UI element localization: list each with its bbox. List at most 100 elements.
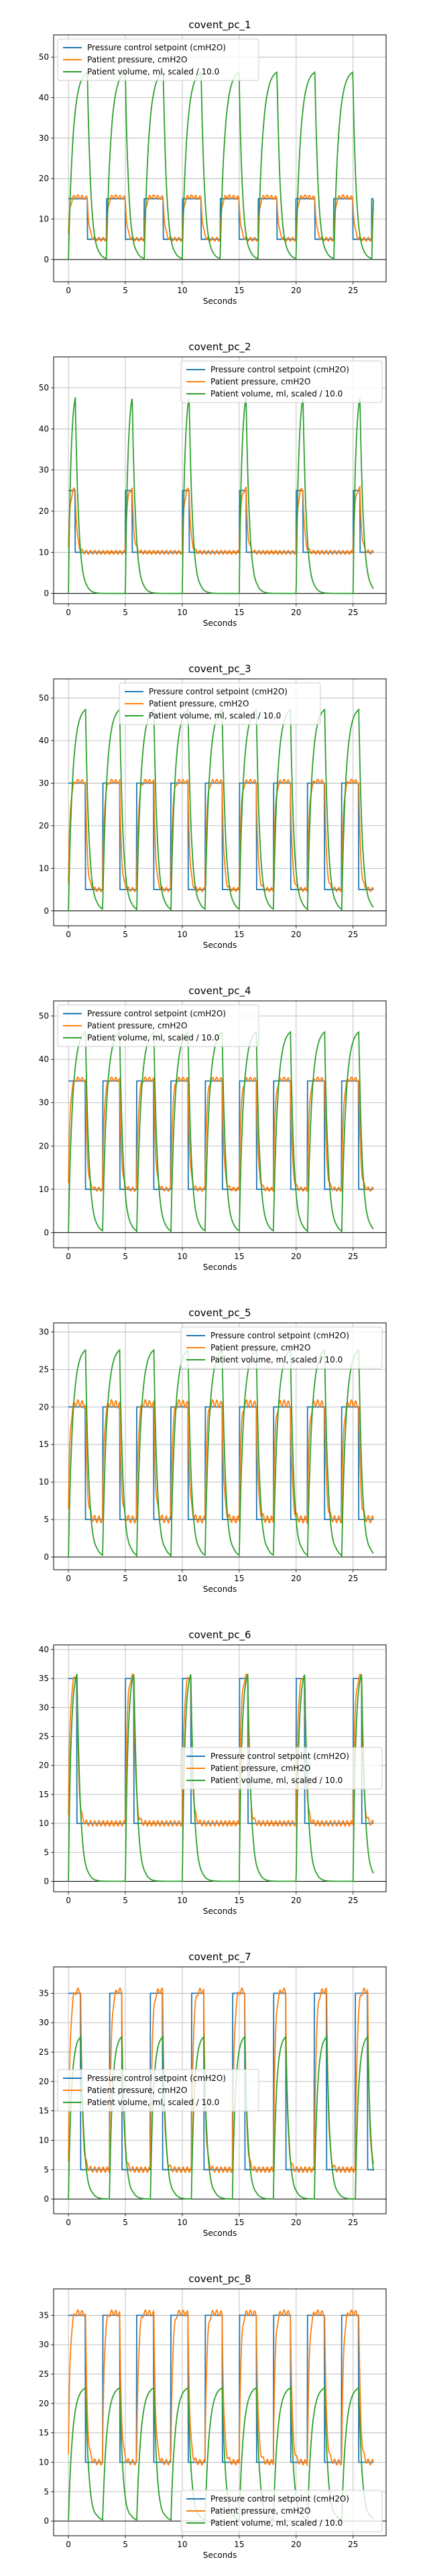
chart-panel: covent_pc_6 0 5 10 15 20 25 30 35 40 0 5 10 15 20 25 Sec… (39, 1629, 387, 1916)
legend-entry: Patient pressure, cmH2O (87, 1021, 187, 1030)
x-tick-label: 10 (177, 1574, 187, 1583)
x-tick-label: 0 (66, 930, 71, 939)
y-tick-label: 40 (39, 736, 49, 745)
legend: Pressure control setpoint (cmH2O) Patient… (180, 2489, 383, 2532)
plot-frame (53, 34, 387, 282)
x-tick-label: 20 (291, 1252, 301, 1261)
chart-title: covent_pc_2 (188, 341, 251, 354)
y-tick-label: 0 (44, 1552, 49, 1562)
x-axis-label: Seconds (203, 1263, 237, 1272)
y-tick-label: 30 (39, 1098, 49, 1108)
x-tick-label: 10 (177, 2540, 187, 2549)
y-tick-label: 35 (39, 1674, 49, 1683)
legend-entry: Patient pressure, cmH2O (210, 1764, 310, 1773)
x-axis-label: Seconds (203, 2229, 237, 2238)
legend: Pressure control setpoint (cmH2O) Patient… (180, 1747, 383, 1790)
chart-panel: covent_pc_5 0 5 10 15 20 25 30 0 5 10 15 20 25 Seconds… (39, 1307, 387, 1594)
chart-title: covent_pc_6 (188, 1629, 251, 1642)
legend-entry: Patient volume, ml, scaled / 10.0 (149, 711, 281, 720)
y-tick-label: 50 (39, 1012, 49, 1021)
x-tick-label: 25 (348, 286, 358, 295)
y-tick-label: 30 (39, 2018, 49, 2027)
legend-entry: Patient pressure, cmH2O (149, 699, 249, 708)
series-line-volume (68, 1348, 374, 1558)
x-tick-label: 0 (66, 1896, 71, 1905)
y-tick-label: 15 (39, 2428, 49, 2438)
x-axis-label: Seconds (203, 297, 237, 306)
legend-entry: Pressure control setpoint (cmH2O) (210, 2494, 349, 2504)
series-line-volume (68, 397, 374, 594)
legend: Pressure control setpoint (cmH2O) Patient… (119, 682, 321, 725)
x-tick-label: 0 (66, 2218, 71, 2227)
series-line-volume (68, 708, 374, 911)
legend-entry: Patient pressure, cmH2O (87, 55, 187, 64)
x-tick-label: 10 (177, 608, 187, 617)
y-tick-label: 50 (39, 52, 49, 62)
chart-panel: covent_pc_3 0 10 20 30 40 50 0 5 10 15 20 25 Seconds P… (39, 663, 387, 950)
y-tick-label: 30 (39, 1327, 49, 1336)
legend-entry: Patient volume, ml, scaled / 10.0 (87, 1033, 219, 1042)
y-tick-label: 20 (39, 1402, 49, 1411)
x-tick-label: 20 (291, 608, 301, 617)
x-tick-label: 5 (123, 2540, 128, 2549)
legend-entry: Patient pressure, cmH2O (87, 2086, 187, 2095)
y-tick-label: 10 (39, 214, 49, 223)
legend-box (180, 1326, 383, 1369)
y-tick-label: 20 (39, 821, 49, 830)
legend-entry: Pressure control setpoint (cmH2O) (87, 1009, 226, 1018)
plot-frame (53, 678, 387, 926)
legend: Pressure control setpoint (cmH2O) Patient… (180, 360, 383, 403)
y-tick-label: 0 (44, 906, 49, 916)
series-line-pressure (68, 485, 374, 555)
y-tick-label: 15 (39, 2106, 49, 2116)
legend: Pressure control setpoint (cmH2O) Patient… (57, 2069, 259, 2112)
y-tick-label: 5 (44, 1847, 49, 1857)
x-tick-label: 15 (234, 286, 244, 295)
legend-entry: Pressure control setpoint (cmH2O) (210, 1752, 349, 1761)
x-tick-label: 15 (234, 1252, 244, 1261)
series-line-volume (68, 1674, 374, 1882)
legend-entry: Pressure control setpoint (cmH2O) (210, 1331, 349, 1340)
y-tick-label: 25 (39, 2047, 49, 2057)
plot-frame (53, 1966, 387, 2214)
x-tick-label: 0 (66, 608, 71, 617)
series-line-volume (68, 71, 374, 260)
x-tick-label: 15 (234, 930, 244, 939)
y-tick-label: 0 (44, 1228, 49, 1237)
y-tick-label: 0 (44, 589, 49, 598)
y-tick-label: 30 (39, 1703, 49, 1712)
y-tick-label: 20 (39, 2077, 49, 2086)
y-tick-label: 5 (44, 2165, 49, 2174)
legend: Pressure control setpoint (cmH2O) Patient… (57, 1004, 259, 1047)
y-tick-label: 20 (39, 2399, 49, 2408)
legend-box (57, 2069, 259, 2112)
y-tick-label: 20 (39, 1141, 49, 1150)
series-line-pressure (68, 777, 374, 894)
chart-panel: covent_pc_1 0 10 20 30 40 50 0 5 10 15 20 25 Seconds P… (39, 19, 387, 306)
x-tick-label: 10 (177, 930, 187, 939)
x-tick-label: 10 (177, 1896, 187, 1905)
chart-panel: covent_pc_2 0 10 20 30 40 50 0 5 10 15 20 25 Seconds P… (39, 341, 387, 628)
y-tick-label: 10 (39, 2457, 49, 2467)
y-tick-label: 25 (39, 1731, 49, 1741)
y-tick-label: 15 (39, 1790, 49, 1799)
x-axis-label: Seconds (203, 941, 237, 950)
y-tick-label: 30 (39, 778, 49, 788)
x-tick-label: 20 (291, 2218, 301, 2227)
x-axis-label: Seconds (203, 1907, 237, 1916)
series-line-volume (68, 2387, 374, 2522)
y-tick-label: 5 (44, 1515, 49, 1524)
series-line-pressure (68, 1987, 374, 2174)
x-tick-label: 5 (123, 1896, 128, 1905)
legend-box (57, 1004, 259, 1047)
y-tick-label: 35 (39, 1988, 49, 1998)
legend: Pressure control setpoint (cmH2O) Patient… (180, 1326, 383, 1369)
chart-panel: covent_pc_7 0 5 10 15 20 25 30 35 0 5 10 15 20 25 Secon… (39, 1951, 387, 2238)
y-tick-label: 10 (39, 1477, 49, 1487)
x-tick-label: 10 (177, 286, 187, 295)
y-tick-label: 40 (39, 93, 49, 103)
x-tick-label: 15 (234, 1574, 244, 1583)
plot-frame (53, 2288, 387, 2536)
x-tick-label: 15 (234, 2218, 244, 2227)
legend-entry: Pressure control setpoint (cmH2O) (87, 43, 226, 52)
